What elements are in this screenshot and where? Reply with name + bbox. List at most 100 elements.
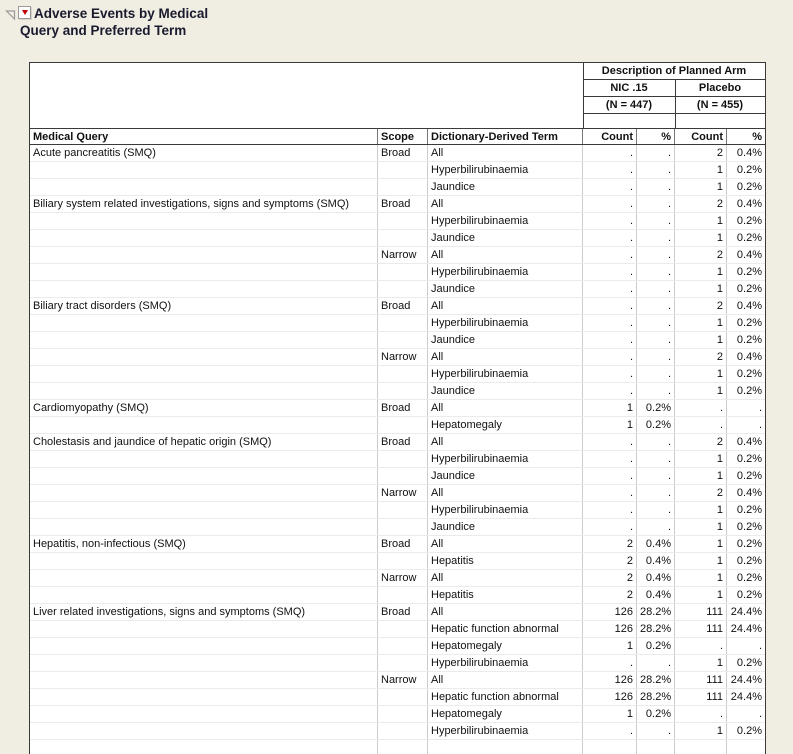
disclosure-triangle-icon[interactable] [4, 8, 17, 21]
term-cell: Hyperbilirubinaemia [428, 315, 583, 331]
placebo-count-cell: 111 [675, 689, 727, 705]
nic-pct-cell: . [637, 366, 675, 382]
col-header-term: Dictionary-Derived Term [428, 129, 583, 144]
term-cell: Hyperbilirubinaemia [428, 451, 583, 467]
term-cell: Jaundice [428, 179, 583, 195]
placebo-count-cell: 1 [675, 570, 727, 586]
term-cell: Hyperbilirubinaemia [428, 723, 583, 739]
table-row: Cardiomyopathy (SMQ) Broad All 1 0.2%.. [30, 400, 765, 417]
scope-cell: Narrow [378, 247, 428, 263]
scope-cell [378, 553, 428, 569]
placebo-pct-cell: . [758, 419, 762, 431]
nic-pct-cell: . [637, 264, 675, 280]
scope-cell: Broad [378, 298, 428, 314]
scope-cell [378, 655, 428, 671]
medical-query-cell [30, 689, 378, 705]
placebo-pct-cell: 0.2% [736, 589, 762, 601]
table-row: Jaundice.. 1 0.2% [30, 179, 765, 196]
nic-pct-cell: . [637, 179, 675, 195]
col-header-scope: Scope [378, 129, 428, 144]
red-triangle-menu-button[interactable] [18, 6, 31, 19]
table-row: Hyperbilirubinaemia.. 1 0.2% [30, 655, 765, 672]
placebo-count-cell: 1 [675, 315, 727, 331]
table-row: Jaundice.. 1 0.2% [30, 332, 765, 349]
placebo-count-cell: 2 [675, 196, 727, 212]
placebo-pct-cell: 0.2% [736, 334, 762, 346]
scope-cell [378, 230, 428, 246]
nic-pct-cell: . [637, 162, 675, 178]
red-triangle-icon [21, 10, 28, 15]
term-cell: All [428, 672, 583, 688]
scope-cell [378, 638, 428, 654]
nic-pct-cell: 28.2% [637, 621, 675, 637]
term-cell: All [428, 349, 583, 365]
medical-query-cell [30, 179, 378, 195]
placebo-count-cell: 1 [675, 213, 727, 229]
placebo-pct-cell: 0.2% [736, 232, 762, 244]
placebo-count-cell: . [675, 638, 727, 654]
nic-pct-cell: . [637, 145, 675, 161]
report-title-line1: Adverse Events by Medical [34, 6, 209, 21]
term-cell: Hepatomegaly [428, 706, 583, 722]
medical-query-cell [30, 485, 378, 501]
medical-query-cell [30, 366, 378, 382]
placebo-pct-cell: 24.4% [730, 674, 762, 686]
table-row: Acute pancreatitis (SMQ) Broad All.. 2 0.4% [30, 145, 765, 162]
placebo-count-cell: 2 [675, 247, 727, 263]
nic-pct-cell: 28.2% [637, 689, 675, 705]
placebo-count-cell: 1 [675, 281, 727, 297]
nic-pct-cell: 0.2% [637, 417, 675, 433]
scope-cell [378, 519, 428, 535]
table-row: Hepatitis 2 0.4% 1 0.2% [30, 553, 765, 570]
scope-cell: Broad [378, 604, 428, 620]
placebo-pct-cell: 0.2% [736, 266, 762, 278]
scope-cell [378, 706, 428, 722]
nic-count-cell: . [583, 349, 637, 365]
empty-cell [378, 740, 428, 754]
placebo-count-cell: 1 [675, 230, 727, 246]
placebo-count-cell: 1 [675, 264, 727, 280]
placebo-count-cell: 1 [675, 468, 727, 484]
placebo-pct-cell: 0.2% [736, 453, 762, 465]
table-row: Hepatomegaly 1 0.2%.. [30, 638, 765, 655]
medical-query-cell [30, 723, 378, 739]
placebo-pct-cell: . [758, 640, 762, 652]
nic-pct-cell: 0.4% [637, 587, 675, 603]
nic-pct-cell: . [637, 519, 675, 535]
nic-count-cell: . [583, 162, 637, 178]
term-cell: Hyperbilirubinaemia [428, 213, 583, 229]
nic-pct-cell: . [637, 723, 675, 739]
nic-count-cell: 1 [583, 638, 637, 654]
term-cell: Jaundice [428, 230, 583, 246]
nic-pct-cell: . [637, 655, 675, 671]
nic-count-cell: 126 [583, 672, 637, 688]
scope-cell: Broad [378, 196, 428, 212]
placebo-pct-cell: 0.2% [736, 504, 762, 516]
nic-pct-cell: 0.4% [637, 553, 675, 569]
placebo-count-cell: 111 [675, 604, 727, 620]
medical-query-cell [30, 672, 378, 688]
nic-pct-cell: . [637, 298, 675, 314]
table-row: Hepatitis, non-infectious (SMQ) Broad All 2… [30, 536, 765, 553]
placebo-pct-cell: 0.2% [736, 470, 762, 482]
placebo-pct-cell: 0.2% [736, 555, 762, 567]
placebo-pct-cell: 0.2% [736, 725, 762, 737]
placebo-count-cell: 1 [675, 723, 727, 739]
placebo-count-cell: . [675, 417, 727, 433]
term-cell: Hepatomegaly [428, 638, 583, 654]
medical-query-cell [30, 264, 378, 280]
medical-query-cell [30, 519, 378, 535]
nic-count-cell: . [583, 145, 637, 161]
nic-pct-cell: . [637, 451, 675, 467]
scope-cell [378, 502, 428, 518]
placebo-pct-cell: 0.4% [736, 436, 762, 448]
placebo-pct-cell: . [758, 708, 762, 720]
col-header-placebo-count: Count [675, 129, 727, 144]
term-cell: Jaundice [428, 281, 583, 297]
term-cell: All [428, 196, 583, 212]
nic-count-cell: . [583, 723, 637, 739]
report-title-line2: Query and Preferred Term [20, 23, 187, 38]
table-row: Hepatic function abnormal 126 28.2% 111 24.4… [30, 621, 765, 638]
nic-pct-cell: 0.4% [637, 536, 675, 552]
placebo-count-cell: 1 [675, 179, 727, 195]
